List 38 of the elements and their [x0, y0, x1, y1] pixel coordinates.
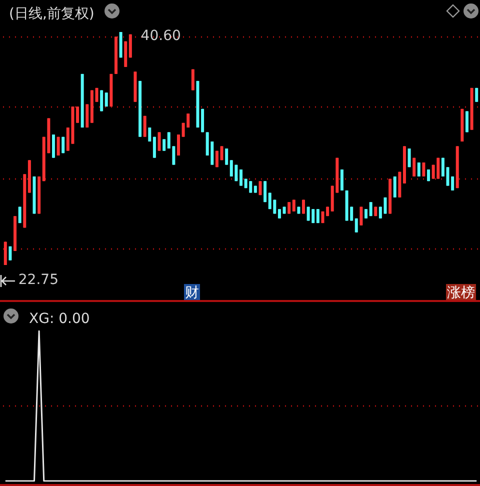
candlestick: [148, 127, 152, 142]
annotation: 40.60: [140, 28, 181, 44]
chart-title: XG: 0.00: [29, 311, 90, 327]
candlestick: [412, 157, 416, 177]
candlestick: [258, 180, 262, 196]
candlestick: [191, 68, 194, 91]
candlestick: [417, 162, 420, 177]
candlestick: [158, 132, 161, 152]
candlestick: [451, 176, 454, 191]
candlestick: [408, 148, 411, 168]
candlestick: [354, 218, 358, 233]
candlestick: [56, 136, 60, 156]
candlestick: [143, 115, 146, 138]
candlestick: [8, 246, 12, 261]
candlestick: [76, 106, 80, 124]
candlestick: [475, 87, 478, 102]
text: 22.75: [18, 272, 58, 288]
candlestick: [4, 241, 7, 266]
candlestick: [340, 168, 344, 191]
candlestick: [95, 87, 98, 102]
candlestick: [422, 162, 426, 177]
candlestick: [104, 92, 108, 108]
candlestick: [86, 104, 89, 128]
candlestick: [225, 148, 228, 166]
candlestick: [220, 146, 224, 161]
candlestick: [316, 208, 320, 224]
text: 涨榜: [447, 285, 475, 301]
candlestick: [360, 206, 363, 226]
candlestick: [369, 202, 372, 217]
candlestick: [152, 136, 156, 158]
candlestick: [52, 134, 55, 158]
candlestick: [162, 138, 166, 152]
chart-title: (日线,前复权): [9, 6, 94, 22]
candlestick: [264, 180, 267, 203]
text: 财: [185, 285, 199, 301]
candlestick: [278, 208, 281, 219]
candlestick: [465, 110, 468, 133]
candlestick: [393, 176, 396, 198]
